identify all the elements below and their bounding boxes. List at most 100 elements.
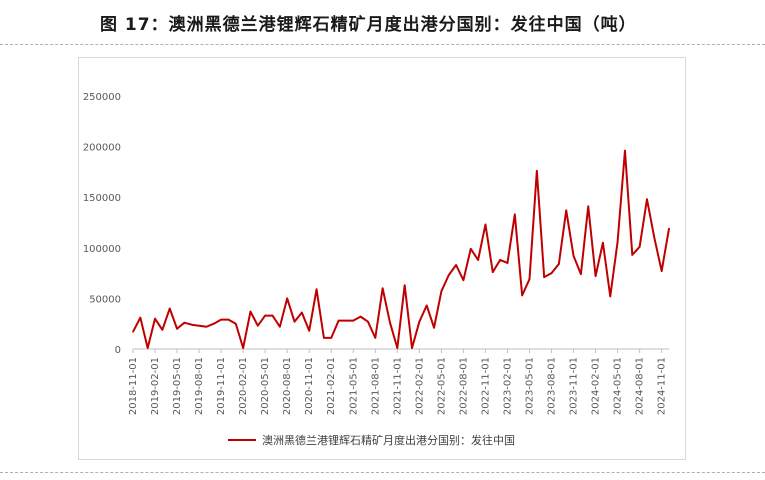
data-point: [359, 315, 362, 318]
data-point: [528, 278, 531, 280]
data-point: [301, 311, 303, 314]
data-point: [425, 304, 428, 307]
data-point: [168, 307, 171, 310]
x-tick-label: 2022-08-01: [458, 357, 469, 415]
data-point: [609, 295, 612, 298]
data-point: [447, 274, 450, 276]
data-point: [484, 223, 487, 226]
x-tick-label: 2018-11-01: [128, 357, 139, 415]
data-point: [418, 320, 421, 323]
y-tick-label: 200000: [83, 143, 121, 154]
x-tick-label: 2023-05-01: [524, 357, 535, 415]
data-point: [499, 259, 501, 261]
x-tick-label: 2020-05-01: [260, 357, 271, 415]
data-point: [543, 276, 545, 278]
data-point: [264, 314, 266, 317]
data-point: [132, 330, 134, 333]
y-tick-label: 150000: [83, 193, 121, 204]
legend-label: 澳洲黑德兰港锂辉石精矿月度出港分国别：发往中国: [262, 433, 515, 447]
x-tick-label: 2021-02-01: [326, 357, 337, 415]
data-point: [293, 320, 296, 323]
x-tick-label: 2020-02-01: [238, 357, 249, 415]
data-point: [345, 319, 347, 322]
y-tick-label: 0: [115, 345, 121, 356]
data-point: [183, 321, 186, 324]
data-point: [660, 270, 663, 272]
data-point: [411, 347, 413, 349]
data-point: [602, 241, 604, 244]
data-point: [455, 264, 457, 266]
y-tick-label: 50000: [89, 294, 121, 305]
data-point: [646, 198, 648, 201]
data-point: [381, 287, 384, 290]
x-tick-label: 2019-02-01: [150, 357, 161, 415]
data-point: [624, 149, 626, 152]
data-point: [337, 319, 340, 322]
x-tick-label: 2022-05-01: [436, 357, 447, 415]
chart-frame: [78, 57, 686, 460]
x-tick-label: 2024-11-01: [657, 357, 668, 415]
y-tick-label: 100000: [83, 244, 121, 255]
data-point: [374, 337, 377, 339]
data-point: [279, 325, 281, 328]
x-tick-label: 2019-08-01: [194, 357, 205, 415]
x-tick-label: 2023-11-01: [569, 357, 580, 415]
data-point: [242, 347, 244, 349]
x-tick-label: 2019-05-01: [172, 357, 183, 415]
data-point: [462, 279, 465, 281]
x-tick-label: 2021-08-01: [370, 357, 381, 415]
data-point: [616, 240, 619, 243]
data-point: [234, 322, 237, 325]
x-tick-label: 2020-11-01: [304, 357, 315, 415]
data-point: [308, 329, 311, 332]
data-point: [572, 255, 575, 257]
data-point: [638, 245, 641, 248]
data-point: [491, 271, 494, 273]
data-point: [594, 275, 597, 277]
data-point: [506, 262, 509, 264]
data-point: [198, 324, 200, 327]
x-tick-label: 2024-08-01: [635, 357, 646, 415]
data-point: [580, 273, 582, 275]
data-point: [389, 321, 391, 324]
data-point: [315, 288, 318, 291]
title-bar: 图 17：澳洲黑德兰港锂辉石精矿月度出港分国别：发往中国（吨）: [0, 0, 765, 45]
data-point: [176, 327, 178, 330]
data-point: [139, 316, 142, 319]
x-tick-label: 2024-05-01: [613, 357, 624, 415]
data-point: [558, 263, 560, 265]
data-point: [249, 310, 252, 313]
data-point: [433, 326, 435, 329]
series-line: [132, 149, 670, 349]
x-tick-label: 2021-11-01: [392, 357, 403, 415]
x-tick-label: 2019-11-01: [216, 357, 227, 415]
data-point: [190, 323, 193, 326]
x-tick-label: 2020-08-01: [282, 357, 293, 415]
data-point: [536, 170, 538, 172]
data-point: [205, 325, 208, 328]
data-point: [212, 322, 215, 325]
data-point: [271, 314, 274, 317]
x-tick-label: 2023-02-01: [502, 357, 513, 415]
data-point: [154, 317, 156, 320]
x-tick-label: 2024-02-01: [591, 357, 602, 415]
data-point: [286, 297, 288, 300]
data-point: [161, 328, 164, 331]
data-point: [396, 347, 399, 349]
data-point: [440, 290, 443, 293]
data-point: [323, 337, 325, 339]
x-tick-label: 2022-11-01: [480, 357, 491, 415]
data-point: [668, 227, 670, 230]
bottom-divider: [0, 472, 765, 473]
data-point: [330, 337, 333, 339]
data-point: [521, 294, 523, 297]
x-tick-label: 2023-08-01: [547, 357, 558, 415]
data-point: [227, 318, 230, 321]
x-tick-label: 2021-05-01: [348, 357, 359, 415]
data-point: [514, 213, 516, 216]
data-point: [403, 284, 406, 287]
data-point: [146, 347, 149, 349]
data-point: [477, 259, 479, 261]
x-tick-label: 2022-02-01: [414, 357, 425, 415]
